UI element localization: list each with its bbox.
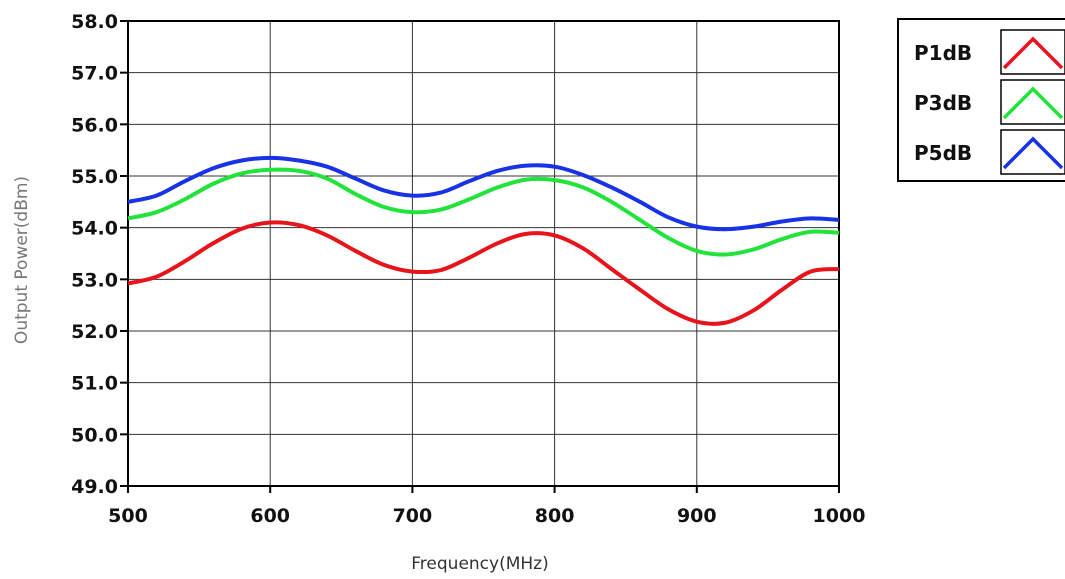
- y-tick-label: 54.0: [71, 218, 118, 240]
- x-tick-label: 900: [677, 505, 717, 527]
- y-tick-label: 52.0: [71, 321, 118, 343]
- x-tick-label: 600: [250, 505, 290, 527]
- y-axis-label: Output Power(dBm): [12, 176, 32, 344]
- y-tick-label: 55.0: [71, 166, 118, 188]
- x-axis-label: Frequency(MHz): [411, 554, 548, 574]
- y-tick-label: 51.0: [71, 373, 118, 395]
- legend-label-p5db: P5dB: [914, 141, 972, 165]
- series-layer: [127, 155, 840, 326]
- legend-swatch-p5db: [1002, 136, 1064, 170]
- x-tick-label: 800: [535, 505, 575, 527]
- x-tick-label: 700: [393, 505, 433, 527]
- legend-swatch-p3db: [1002, 86, 1064, 120]
- y-tick-label: 56.0: [71, 114, 118, 136]
- legend-label-p3db: P3dB: [914, 91, 972, 115]
- legend-swatch-p1db: [1002, 36, 1064, 70]
- series-line-p5db: [127, 155, 840, 232]
- y-axis: 49.0 50.0 51.0 52.0 53.0 54.0 55.0 56.0 57.0 58.0: [71, 11, 128, 498]
- legend-label-p1db: P1dB: [914, 41, 972, 65]
- legend: P1dB P3dB P5dB: [897, 18, 1065, 182]
- y-tick-label: 58.0: [71, 11, 118, 33]
- y-tick-label: 53.0: [71, 269, 118, 291]
- x-axis: 500 600 700 800 900 1000: [108, 486, 865, 527]
- x-tick-label: 500: [108, 505, 148, 527]
- x-tick-label: 1000: [813, 505, 866, 527]
- plot-area: [127, 20, 840, 487]
- y-tick-label: 49.0: [71, 476, 118, 498]
- y-tick-label: 57.0: [71, 63, 118, 85]
- series-line-p3db: [127, 167, 840, 257]
- y-tick-label: 50.0: [71, 424, 118, 446]
- series-line-p1db: [127, 220, 840, 326]
